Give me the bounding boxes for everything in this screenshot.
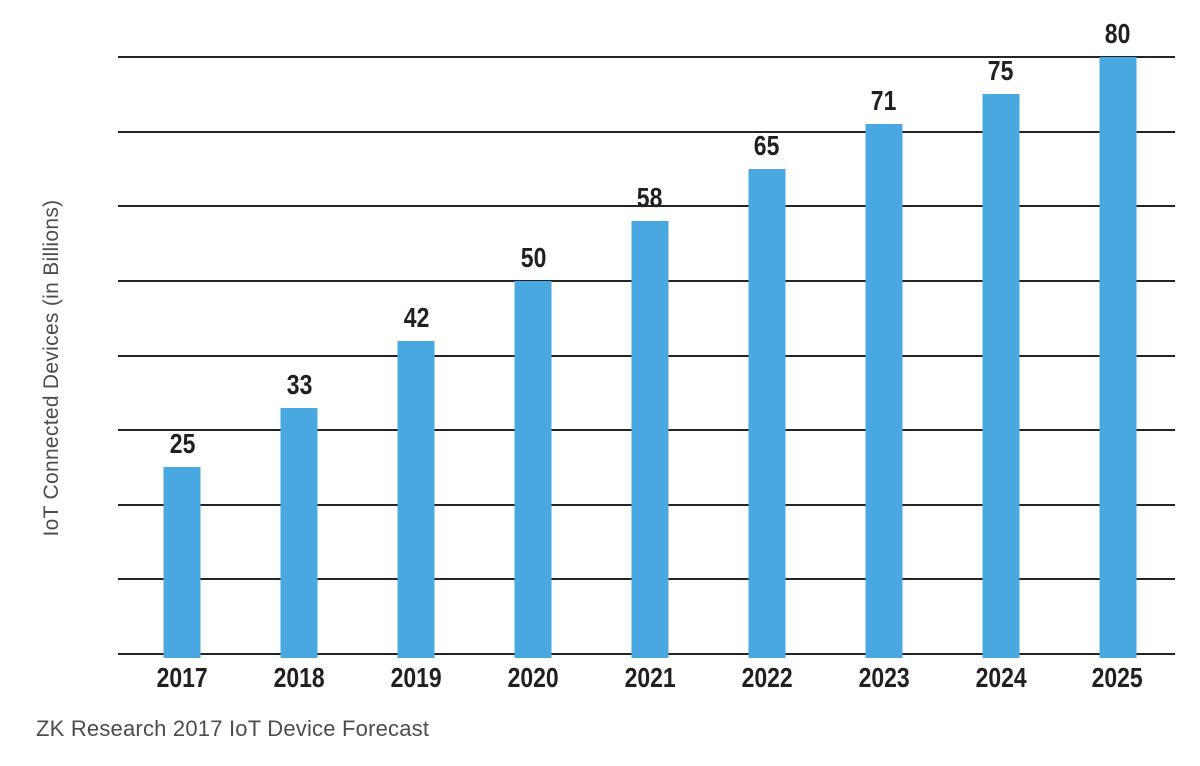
bar-slot-2024: 75 — [942, 55, 1059, 658]
plot-area: 25 33 42 50 58 65 71 75 80 — [118, 20, 1175, 658]
bar-value-label: 65 — [754, 129, 780, 161]
bar-2018 — [280, 407, 318, 658]
bar-2021 — [631, 221, 669, 658]
x-tick-label-2017: 2017 — [156, 662, 208, 693]
bar-value-label: 58 — [637, 182, 663, 214]
bar-slot-2025: 80 — [1059, 20, 1176, 658]
source-note: ZK Research 2017 IoT Device Forecast — [36, 716, 430, 741]
bar-2017 — [163, 467, 201, 658]
bar-2022 — [748, 168, 786, 658]
bar-slot-2021: 58 — [592, 57, 709, 658]
bar-value-label: 50 — [520, 241, 546, 273]
bar-value-label: 75 — [987, 55, 1014, 87]
x-tick-label-2021: 2021 — [624, 662, 676, 693]
gridline — [118, 205, 1175, 208]
x-tick-label-2025: 2025 — [1092, 662, 1144, 693]
gridline — [118, 56, 1175, 58]
bar-slot-2022: 65 — [709, 57, 826, 658]
x-tick-label-2020: 2020 — [507, 662, 559, 693]
bar-slot-2017: 25 — [124, 57, 241, 658]
bar-2025 — [1099, 57, 1137, 658]
x-tick-label-2019: 2019 — [390, 662, 442, 693]
bar-value-label: 80 — [1104, 18, 1131, 49]
x-tick-label-2022: 2022 — [741, 662, 793, 693]
bar-value-label: 33 — [286, 368, 313, 400]
y-axis-label: IoT Connected Devices (in Billions) — [40, 199, 63, 537]
bar-slot-2020: 50 — [475, 57, 592, 658]
bar-slot-2023: 71 — [825, 57, 942, 658]
bar-value-label: 25 — [169, 428, 196, 460]
gridline — [118, 130, 1175, 133]
x-tick-label-2018: 2018 — [273, 662, 325, 693]
bar-2020 — [514, 280, 552, 658]
bar-value-label: 71 — [871, 85, 897, 117]
bar-2019 — [397, 340, 435, 658]
x-tick-label-2024: 2024 — [975, 662, 1027, 693]
x-axis-labels: 2017 2018 2019 2020 2021 2022 2023 2024 2025 — [124, 664, 1181, 696]
bar-slot-2018: 33 — [241, 57, 358, 658]
bar-2023 — [865, 124, 903, 658]
bar-value-label: 42 — [403, 301, 430, 333]
bar-slot-2019: 42 — [358, 57, 475, 658]
bar-2024 — [982, 94, 1020, 658]
bars-layer: 25 33 42 50 58 65 71 75 80 — [124, 20, 1181, 658]
x-tick-label-2023: 2023 — [858, 662, 910, 693]
